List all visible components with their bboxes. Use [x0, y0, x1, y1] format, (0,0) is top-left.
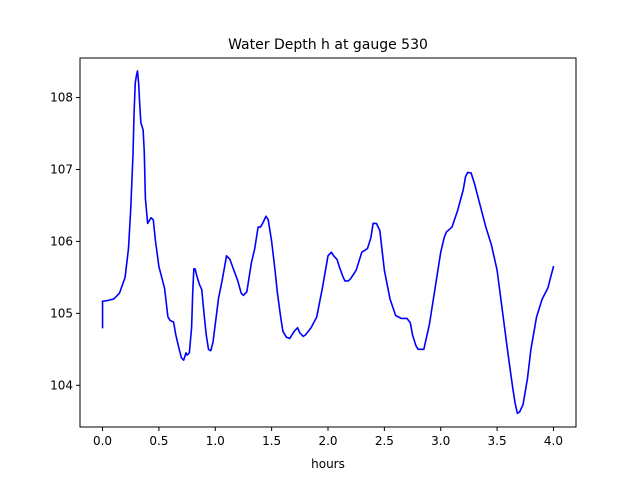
x-tick-label: 0.5: [149, 434, 168, 448]
y-axis-ticks: 104 105 106 107 108: [50, 91, 80, 392]
x-tick-label: 2.0: [318, 434, 337, 448]
x-tick-label: 4.0: [544, 434, 563, 448]
plot-frame: [79, 57, 577, 428]
y-tick-label: 105: [50, 306, 73, 320]
x-tick-label: 1.5: [262, 434, 281, 448]
series-layer: [101, 70, 555, 415]
x-tick-label: 3.0: [431, 434, 450, 448]
x-tick-label: 2.5: [375, 434, 394, 448]
y-tick-label: 106: [50, 234, 73, 248]
x-tick-label: 0.0: [93, 434, 112, 448]
x-axis-ticks: 0.0 0.5 1.0 1.5 2.0 2.5 3.0 3.5 4.0: [93, 427, 563, 448]
x-tick-label: 1.0: [206, 434, 225, 448]
y-tick-label: 108: [50, 91, 73, 105]
x-axis-label: hours: [311, 457, 345, 471]
y-tick-label: 107: [50, 162, 73, 176]
y-tick-label: 104: [50, 378, 73, 392]
chart-title: Water Depth h at gauge 530: [228, 37, 428, 53]
plot-area: [80, 58, 576, 427]
x-tick-label: 3.5: [488, 434, 507, 448]
series-line-0: [101, 70, 555, 415]
